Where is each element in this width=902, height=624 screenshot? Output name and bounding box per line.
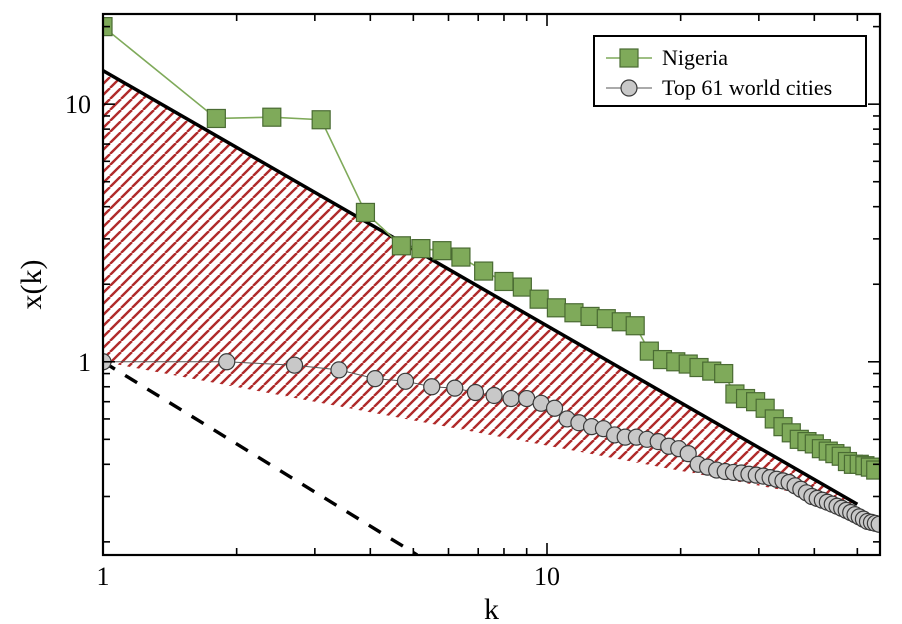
tick-label: 10 <box>534 562 560 591</box>
legend-label: Top 61 world cities <box>662 75 832 100</box>
marker-square <box>530 290 548 308</box>
marker-square <box>433 242 451 260</box>
marker-square <box>547 299 565 317</box>
legend-marker-square <box>620 49 638 67</box>
marker-circle <box>547 400 563 416</box>
tick-label: 10 <box>65 90 91 119</box>
marker-square <box>626 317 644 335</box>
marker-circle <box>486 387 502 403</box>
marker-square <box>452 248 470 266</box>
tick-label: 1 <box>78 348 91 377</box>
legend: Nigeria Top 61 world cities <box>594 36 866 106</box>
marker-circle <box>367 371 383 387</box>
marker-circle <box>447 380 463 396</box>
marker-square <box>495 272 513 290</box>
marker-square <box>312 111 330 129</box>
marker-circle <box>331 362 347 378</box>
legend-marker-circle <box>621 80 637 96</box>
marker-square <box>715 365 733 383</box>
marker-circle <box>287 357 303 373</box>
tick-label: 1 <box>97 562 110 591</box>
marker-circle <box>424 379 440 395</box>
chart-svg: 1 10 1 10 k x(k) Nigeria Top 61 world cities <box>0 0 902 624</box>
rank-size-chart: 1 10 1 10 k x(k) Nigeria Top 61 world cities <box>0 0 902 624</box>
marker-square <box>392 237 410 255</box>
marker-square <box>565 304 583 322</box>
marker-square <box>513 278 531 296</box>
marker-square <box>475 262 493 280</box>
marker-circle <box>467 384 483 400</box>
ylabel: x(k) <box>15 260 48 310</box>
marker-circle <box>519 391 535 407</box>
marker-circle <box>397 373 413 389</box>
marker-square <box>207 109 225 127</box>
marker-square <box>412 240 430 258</box>
marker-circle <box>503 391 519 407</box>
marker-square <box>581 307 599 325</box>
xlabel: k <box>484 593 499 624</box>
marker-square <box>356 203 374 221</box>
marker-circle <box>219 354 235 370</box>
marker-square <box>263 108 281 126</box>
legend-label: Nigeria <box>662 45 728 70</box>
